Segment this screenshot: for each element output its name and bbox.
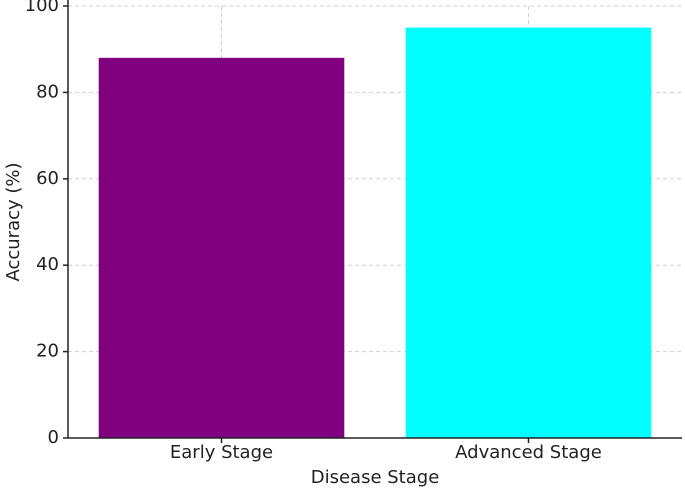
y-tick-label: 40 (36, 254, 59, 275)
y-tick-label: 20 (36, 341, 59, 362)
y-axis-label: Accuracy (%) (3, 162, 24, 281)
y-tick-label: 100 (25, 0, 59, 16)
y-tick-label: 0 (48, 427, 59, 448)
x-tick-label: Early Stage (170, 442, 273, 463)
x-tick-label: Advanced Stage (455, 442, 602, 463)
y-tick-label: 60 (36, 168, 59, 189)
y-tick-label: 80 (36, 81, 59, 102)
x-axis-label: Disease Stage (311, 467, 440, 488)
bar (405, 27, 652, 438)
bar (98, 57, 345, 439)
